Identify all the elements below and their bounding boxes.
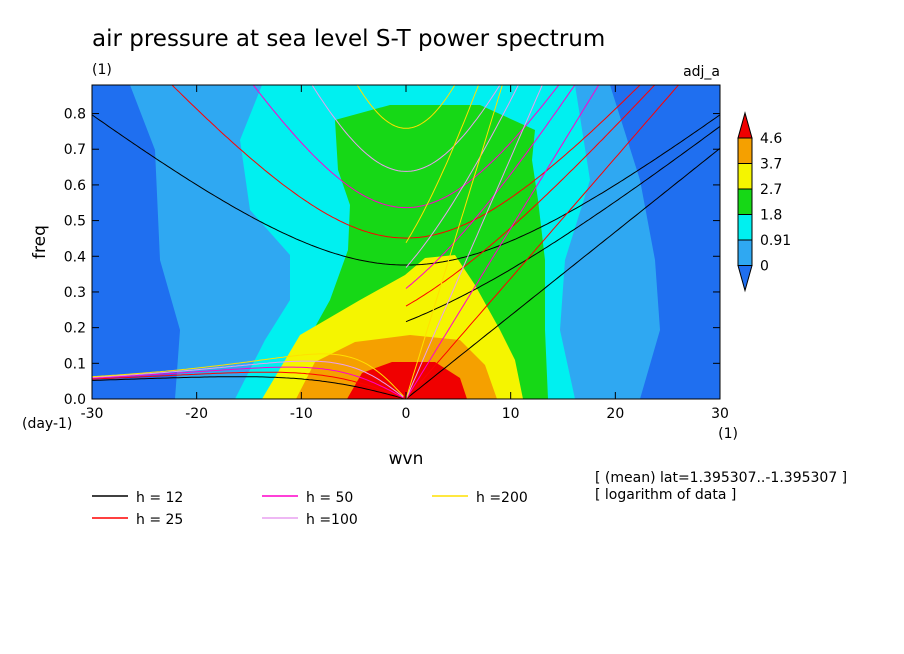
y-tick-label-6: 0.6: [64, 178, 86, 194]
y-tick-label-3: 0.3: [64, 285, 86, 301]
x-axis-label: wvn: [389, 449, 424, 469]
legend-label-h200: h =200: [476, 490, 528, 506]
y-tick-label-0: 0.0: [64, 392, 86, 408]
kelvin-curve-h200: [405, 85, 503, 399]
mrg-curve-h100: [405, 85, 519, 268]
kelvin-curve-h50: [405, 85, 600, 399]
kelvin-curve-h12: [405, 147, 720, 399]
colorbar-label-0: 0: [760, 259, 769, 275]
note-logarithm: [ logarithm of data ]: [595, 487, 736, 503]
gravity-curve-h25: [171, 85, 641, 239]
legend-label-h100: h =100: [306, 512, 358, 528]
y-tick-label-5: 0.5: [64, 214, 86, 230]
colorbar-band-2: [737, 214, 753, 241]
x-tick-label-3: 0: [402, 406, 411, 422]
contour-fills: [92, 85, 720, 399]
rossby-curve-h50: [92, 366, 404, 399]
mrg-curve-h25: [405, 85, 656, 307]
colorbar-label-1: 0.91: [760, 233, 791, 249]
gravity-curve-h100: [311, 85, 501, 172]
y-axis-ticks: 0.0 0.1 0.2 0.3 0.4 0.5 0.6 0.7 0.8: [64, 107, 720, 408]
colorbar-band-4: [737, 163, 753, 190]
rossby-curve-h25: [92, 371, 404, 399]
colorbar-band-1: [737, 239, 753, 266]
x-axis-unit: (1): [718, 426, 738, 442]
y-tick-label-2: 0.2: [64, 321, 86, 337]
x-tick-label-6: 30: [711, 406, 729, 422]
y-axis-unit: (day-1): [22, 416, 72, 432]
chart-label-right: adj_a: [683, 64, 720, 80]
x-tick-label-0: -30: [81, 406, 104, 422]
y-tick-label-8: 0.8: [64, 107, 86, 123]
y-axis-label: freq: [30, 225, 50, 259]
mrg-curve-h50: [405, 85, 576, 289]
colorbar-bottom-arrow: [737, 265, 753, 293]
chart-subtitle: (1): [92, 62, 112, 78]
chart-title: air pressure at sea level S-T power spec…: [92, 26, 605, 52]
legend-label-h12: h = 12: [136, 490, 183, 506]
colorbar-label-4: 3.7: [760, 157, 782, 173]
gravity-curve-h50: [252, 85, 560, 209]
x-tick-label-5: 20: [606, 406, 624, 422]
x-tick-label-1: -20: [185, 406, 208, 422]
colorbar-label-2: 1.8: [760, 208, 782, 224]
colorbar-band-5: [737, 137, 753, 164]
dispersion-curves: [92, 85, 720, 399]
gravity-curve-h12: [92, 114, 720, 266]
rossby-curve-h200: [92, 353, 404, 397]
gravity-curve-h200: [356, 85, 456, 129]
legend-label-h50: h = 50: [306, 490, 353, 506]
kelvin-curve-h100: [405, 85, 543, 399]
x-tick-label-4: 10: [502, 406, 520, 422]
mrg-curve-h12: [405, 125, 720, 323]
rossby-curve-h100: [92, 360, 404, 398]
rossby-curve-h12: [92, 376, 404, 399]
plot-area: -30 -20 -10 0 10 20 30 0.00.10.20.30.40.50.60.…: [64, 84, 729, 422]
x-tick-label-2: -10: [290, 406, 313, 422]
colorbar: 0 0.91 1.8 2.7 3.7 4.6: [737, 111, 791, 293]
colorbar-band-3: [737, 188, 753, 215]
legend-label-h25: h = 25: [136, 512, 183, 528]
x-axis-ticks: -30 -20 -10 0 10 20 30: [81, 85, 729, 422]
y-tick-label-1: 0.1: [64, 356, 86, 372]
note-mean-lat: [ (mean) lat=1.395307..-1.395307 ]: [595, 470, 847, 486]
mrg-curve-h200: [405, 85, 480, 243]
legend: h = 12 h = 25 h = 50 h =100 h =200: [92, 490, 528, 528]
colorbar-top-arrow: [737, 111, 753, 139]
kelvin-curve-h25: [405, 85, 680, 399]
colorbar-label-3: 2.7: [760, 182, 782, 198]
y-tick-label-4: 0.4: [64, 249, 86, 265]
y-tick-label-7: 0.7: [64, 142, 86, 158]
colorbar-label-5: 4.6: [760, 131, 782, 147]
